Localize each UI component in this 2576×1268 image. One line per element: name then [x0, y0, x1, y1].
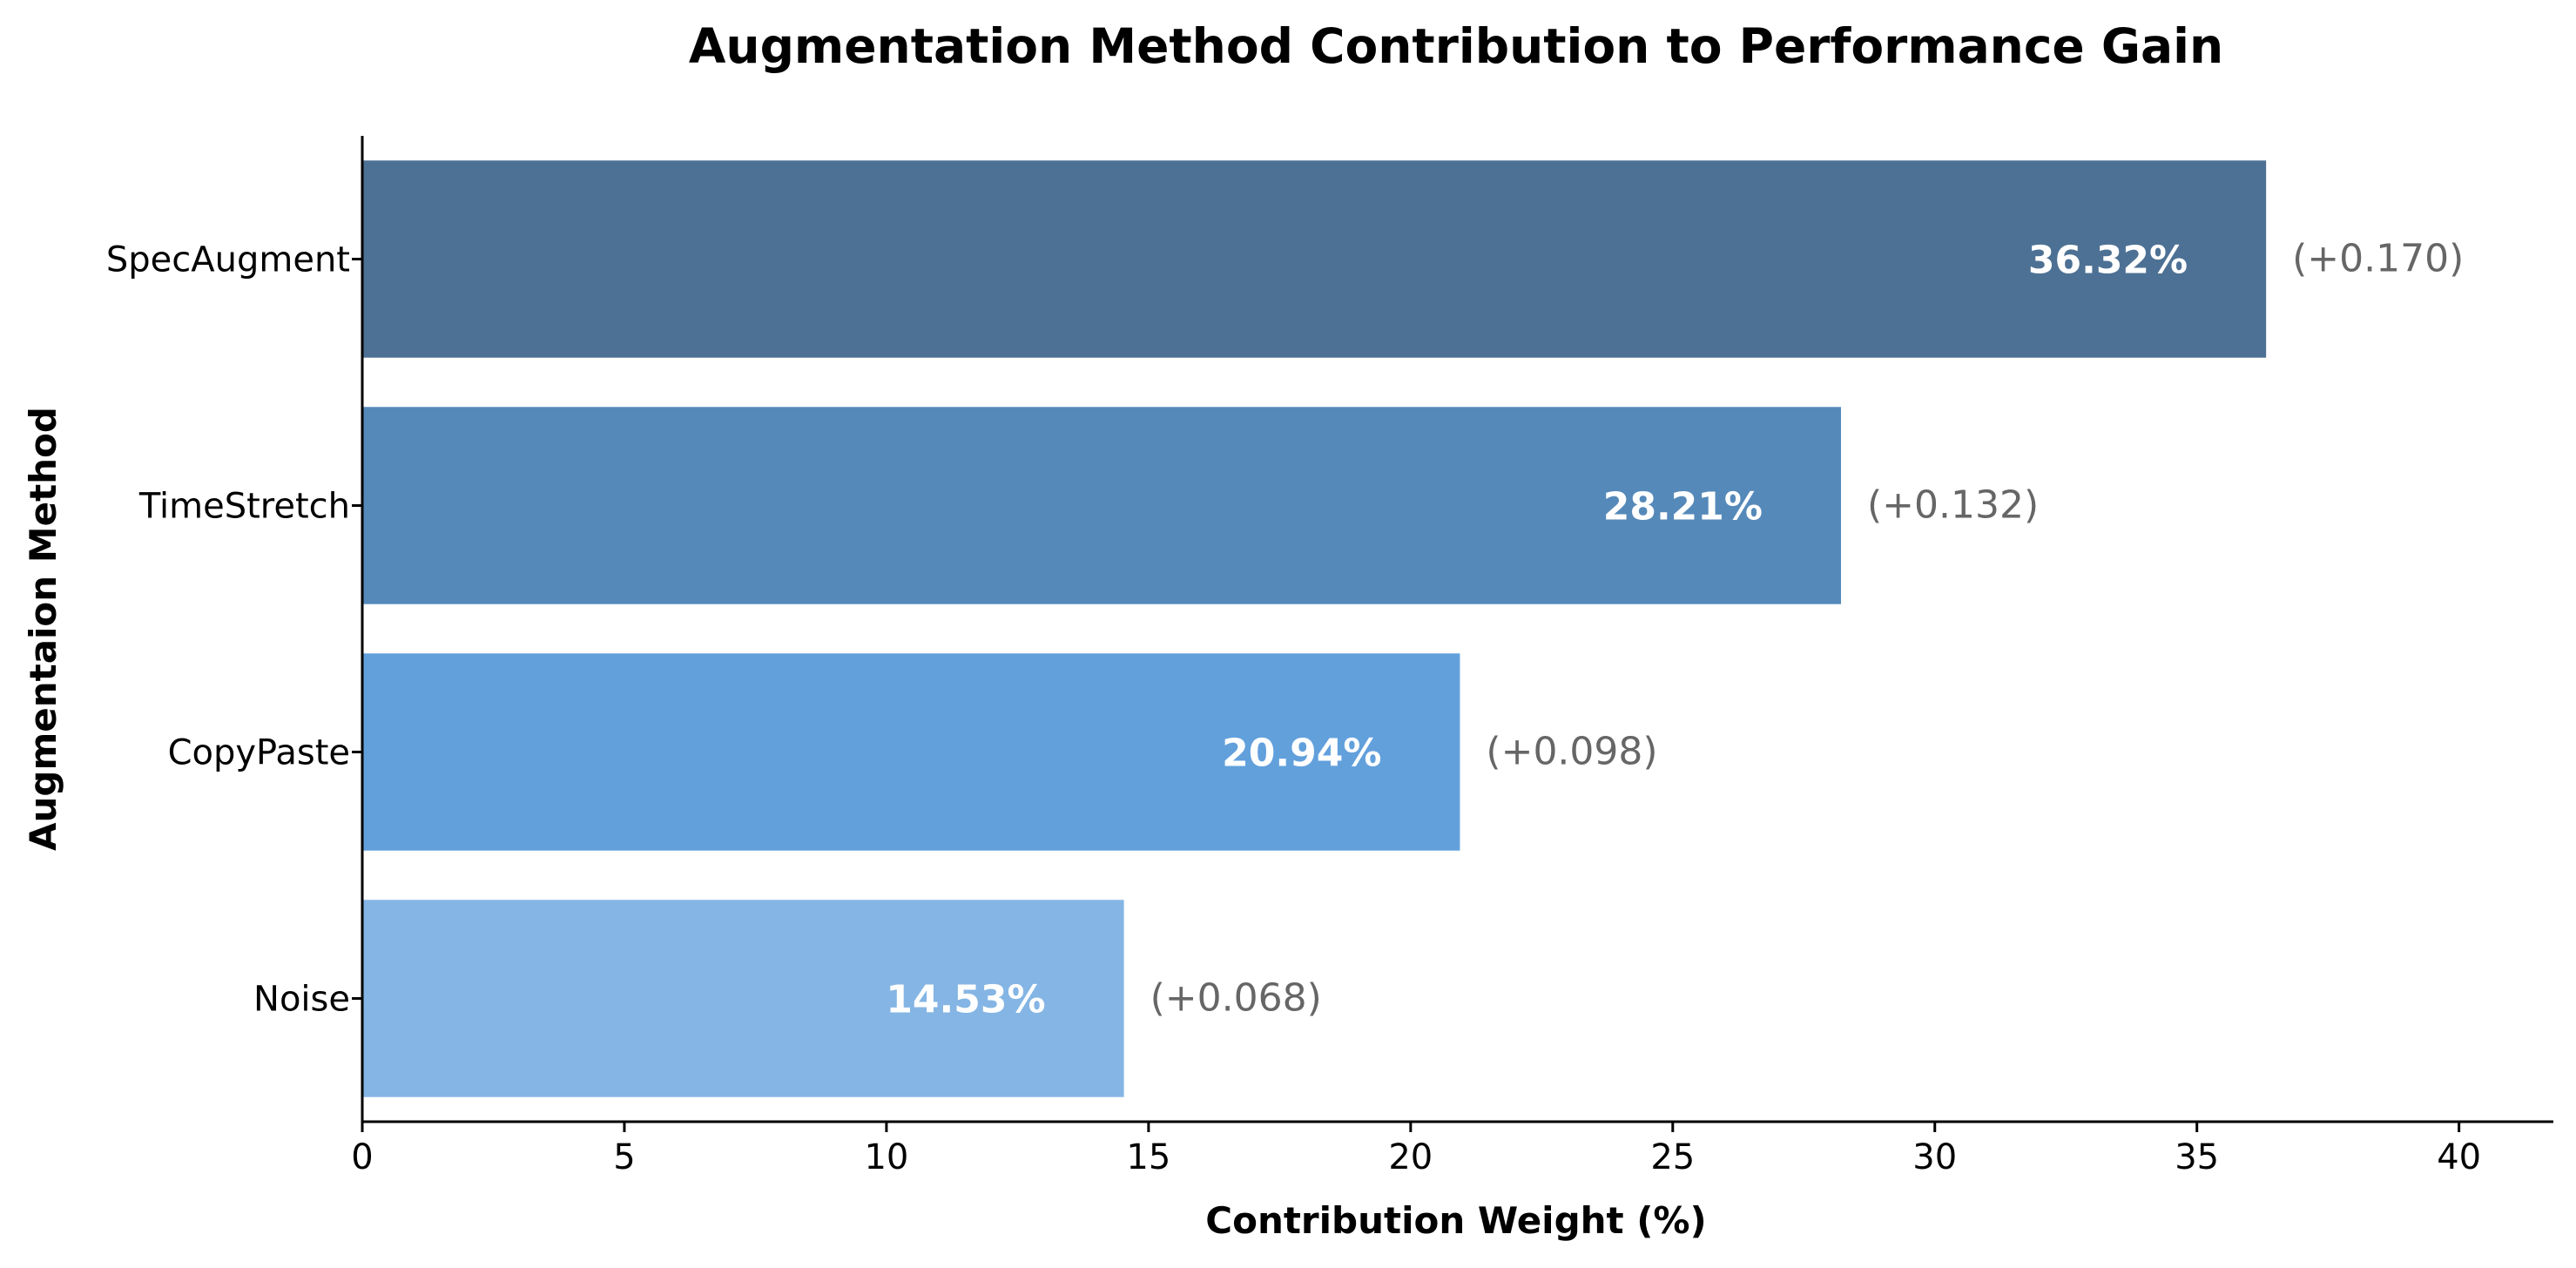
x-tick-label: 15	[1126, 1137, 1170, 1177]
bar-value-label: 20.94%	[1222, 732, 1381, 776]
x-tick-label: 25	[1650, 1137, 1695, 1177]
bar-delta-label: (+0.170)	[2292, 237, 2464, 281]
x-tick-label: 20	[1388, 1137, 1433, 1177]
bar-specaugment	[362, 160, 2267, 358]
x-tick-label: 40	[2437, 1137, 2481, 1177]
bars-group: 36.32% (+0.170) 28.21% (+0.132) 20.94% (+0.09…	[362, 160, 2464, 1097]
x-tick-label: 10	[864, 1137, 908, 1177]
bar-value-label: 14.53%	[886, 978, 1045, 1022]
bar-delta-label: (+0.068)	[1150, 976, 1322, 1021]
y-tick-labels: SpecAugment TimeStretch CopyPaste Noise	[106, 240, 362, 1020]
bar-value-label: 36.32%	[2028, 239, 2188, 283]
x-tick-label: 0	[351, 1137, 373, 1177]
x-tick-label: 30	[1912, 1137, 1957, 1177]
y-axis-title: Augmentaion Method	[22, 407, 64, 851]
bar-value-label: 28.21%	[1603, 485, 1763, 529]
y-tick-label: TimeStretch	[138, 487, 350, 527]
bar-copypaste	[362, 653, 1460, 851]
bar-delta-label: (+0.132)	[1867, 483, 2039, 528]
bar-noise	[362, 900, 1124, 1097]
x-tick-label: 5	[613, 1137, 635, 1177]
chart-title: Augmentation Method Contribution to Perf…	[689, 18, 2223, 74]
y-tick-label: SpecAugment	[106, 240, 350, 280]
x-axis-ticks: 0 5 10 15 20 25 30 35 40	[351, 1122, 2481, 1177]
y-tick-label: Noise	[253, 980, 350, 1020]
bar-timestretch	[362, 407, 1841, 604]
x-tick-label: 35	[2175, 1137, 2219, 1177]
bar-delta-label: (+0.098)	[1486, 730, 1657, 774]
y-tick-label: CopyPaste	[168, 733, 350, 773]
x-axis-title: Contribution Weight (%)	[1205, 1199, 1706, 1242]
